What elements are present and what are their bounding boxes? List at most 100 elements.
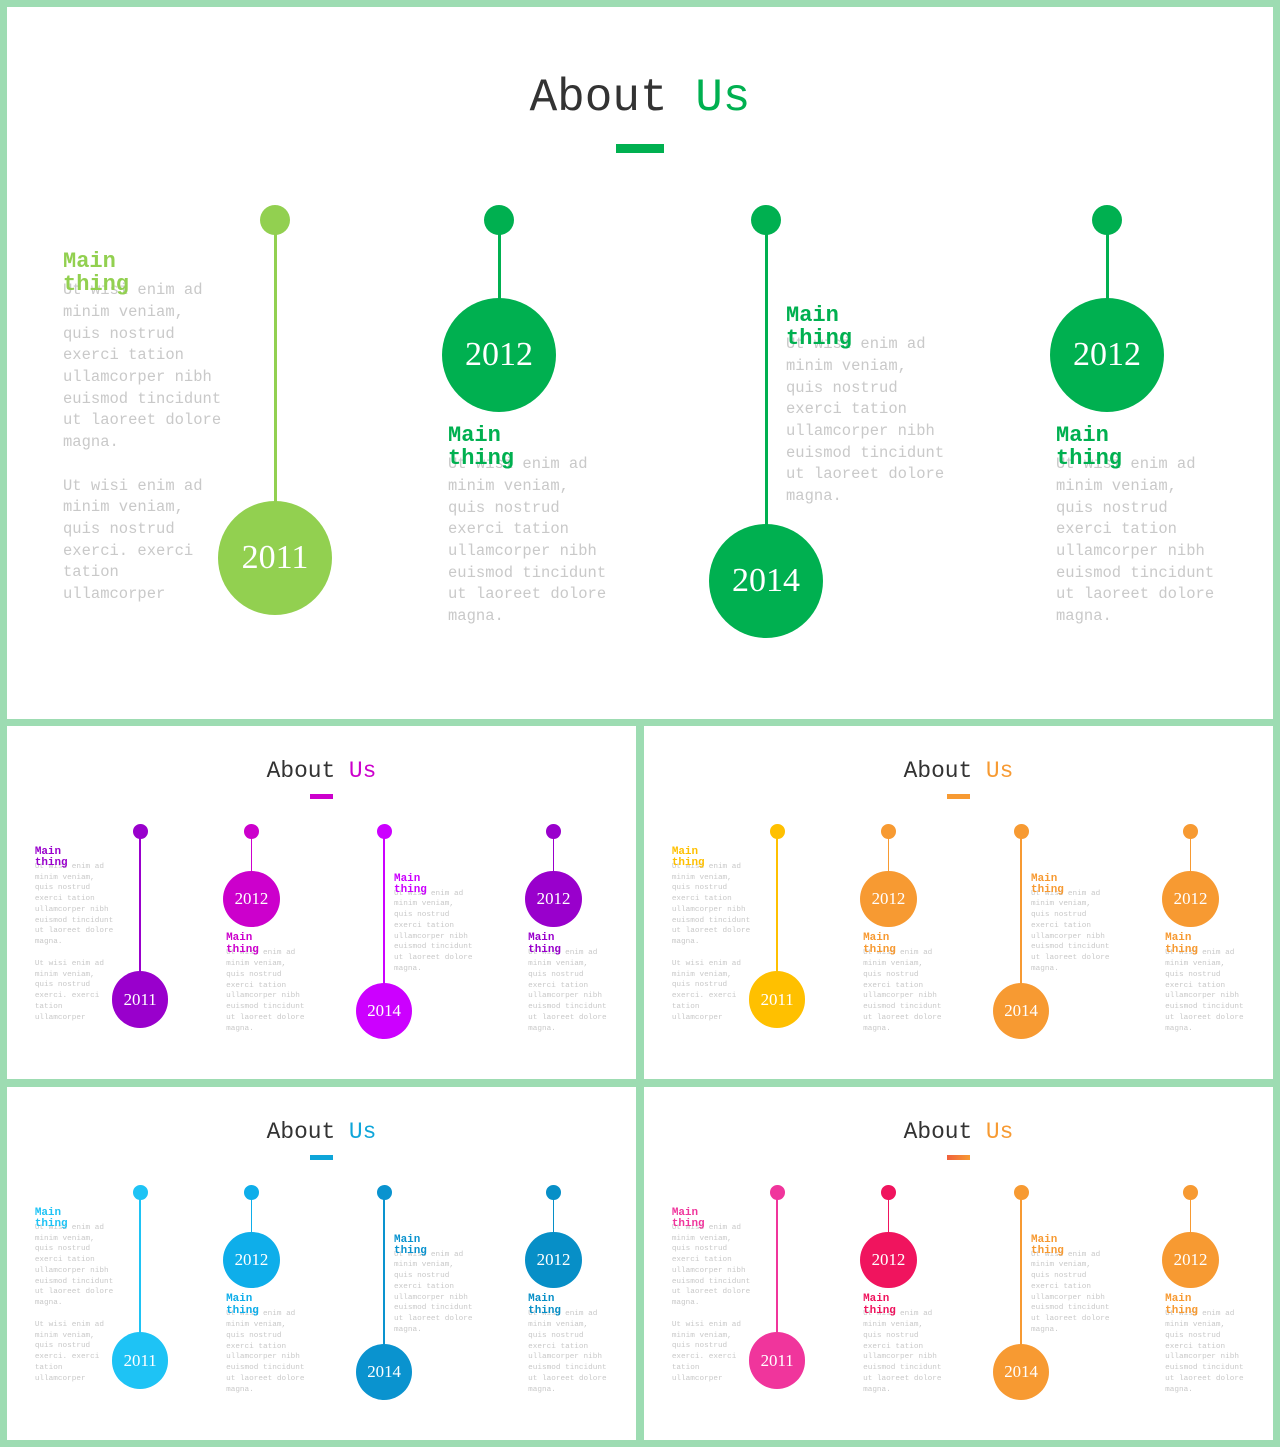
title-word: About <box>903 757 973 784</box>
item-heading: Main thing <box>226 1293 259 1317</box>
timeline-dot <box>769 824 785 840</box>
item-heading: Main thing <box>63 249 130 298</box>
item-description-extra: Ut wisi enim ad minim veniam, quis nostr… <box>34 959 105 1022</box>
timeline-text-block: Main thing Ut wisi enim ad minim veniam, … <box>394 872 476 975</box>
item-description-extra: Ut wisi enim ad minim veniam, quis nostr… <box>63 476 203 604</box>
item-heading: Main thing <box>448 423 515 472</box>
timeline-text-block: Main thing Ut wisi enim ad minim veniam, … <box>786 304 951 508</box>
year-circle: 2012 <box>1162 1231 1219 1289</box>
timeline-dot <box>546 824 561 840</box>
title-underline <box>946 1155 971 1160</box>
year-circle: 2011 <box>748 1332 806 1390</box>
item-heading: Main thing <box>34 1206 68 1231</box>
item-description: Ut wisi enim ad minim veniam, quis nostr… <box>528 949 607 1033</box>
item-description: Ut wisi enim ad minim veniam, quis nostr… <box>226 1310 305 1394</box>
timeline-text-block: Main thing Ut wisi enim ad minim veniam, … <box>671 1207 754 1385</box>
year-circle: 2012 <box>525 1231 582 1289</box>
item-heading: Main thing <box>394 1233 427 1258</box>
item-heading: Main thing <box>1165 932 1198 956</box>
timeline-dot <box>1183 1185 1198 1201</box>
item-description: Ut wisi enim ad minim veniam, quis nostr… <box>1031 889 1110 974</box>
slide-title: About Us <box>644 757 1273 784</box>
year-circle: 2014 <box>355 982 413 1040</box>
year-circle: 2012 <box>223 1231 280 1289</box>
timeline-dot <box>1013 824 1029 840</box>
year-circle: 2014 <box>355 1343 413 1401</box>
timeline-stem <box>250 831 253 899</box>
timeline-dot <box>243 824 259 840</box>
title-word: About <box>529 72 668 124</box>
item-description-extra: Ut wisi enim ad minim veniam, quis nostr… <box>34 1320 105 1383</box>
timeline-dot <box>1013 1185 1029 1201</box>
timeline-text-block: Main thing Ut wisi enim ad minim veniam, … <box>863 1293 945 1395</box>
year-circle: 2011 <box>111 971 169 1029</box>
item-heading: Main thing <box>671 845 705 870</box>
slide-title: About Us <box>7 1118 636 1145</box>
year-circle: 2012 <box>860 1231 917 1289</box>
item-description: Ut wisi enim ad minim veniam, quis nostr… <box>528 1310 607 1394</box>
slide-title: About Us <box>644 1118 1273 1145</box>
item-heading: Main thing <box>1031 1233 1064 1258</box>
year-circle: 2011 <box>218 501 332 615</box>
year-circle: 2014 <box>992 1343 1050 1401</box>
item-description: Ut wisi enim ad minim veniam, quis nostr… <box>63 281 222 452</box>
item-heading: Main thing <box>34 845 68 870</box>
item-heading: Main thing <box>1056 423 1123 472</box>
item-description: Ut wisi enim ad minim veniam, quis nostr… <box>671 862 751 947</box>
timeline-stem <box>139 831 141 1000</box>
timeline-stem <box>776 1192 778 1361</box>
title-underline <box>946 794 971 799</box>
timeline-text-block: Main thing Ut wisi enim ad minim veniam, … <box>448 424 613 628</box>
item-description: Ut wisi enim ad minim veniam, quis nostr… <box>786 335 945 506</box>
year-circle: 2012 <box>442 298 556 412</box>
timeline-text-block: Main thing Ut wisi enim ad minim veniam, … <box>63 250 228 606</box>
item-description: Ut wisi enim ad minim veniam, quis nostr… <box>226 949 305 1033</box>
year-circle: 2011 <box>748 971 806 1029</box>
timeline-text-block: Main thing Ut wisi enim ad minim veniam, … <box>1031 873 1113 975</box>
slide-3: About Us 2011 Main thing Ut wisi enim ad mi… <box>644 726 1273 1079</box>
title-word: About <box>266 1118 336 1145</box>
item-heading: Main thing <box>394 872 427 897</box>
timeline-stem <box>1189 831 1192 899</box>
timeline-text-block: Main thing Ut wisi enim ad minim veniam, … <box>1165 1293 1247 1395</box>
timeline-dot <box>769 1185 785 1201</box>
item-description: Ut wisi enim ad minim veniam, quis nostr… <box>394 889 473 974</box>
item-heading: Main thing <box>528 1293 561 1317</box>
timeline-stem <box>552 831 555 899</box>
item-heading: Main thing <box>863 1293 896 1317</box>
timeline-text-block: Main thing Ut wisi enim ad minim veniam, … <box>1031 1233 1113 1336</box>
timeline-dot <box>243 1185 259 1201</box>
item-description: Ut wisi enim ad minim veniam, quis nostr… <box>863 1310 942 1394</box>
timeline-text-block: Main thing Ut wisi enim ad minim veniam, … <box>226 1293 308 1395</box>
timeline-dot <box>751 205 781 235</box>
item-description-extra: Ut wisi enim ad minim veniam, quis nostr… <box>671 959 742 1022</box>
timeline-stem <box>1105 220 1109 355</box>
year-circle: 2012 <box>525 870 582 928</box>
item-heading: Main thing <box>226 932 259 956</box>
timeline-dot <box>1092 205 1122 235</box>
year-circle: 2012 <box>1162 870 1219 928</box>
item-description: Ut wisi enim ad minim veniam, quis nostr… <box>671 1223 751 1308</box>
timeline-stem <box>497 220 501 355</box>
timeline-dot <box>880 824 896 840</box>
timeline-text-block: Main thing Ut wisi enim ad minim veniam, … <box>528 932 610 1034</box>
timeline-dot <box>132 824 148 840</box>
timeline-text-block: Main thing Ut wisi enim ad minim veniam, … <box>671 845 754 1024</box>
slide-1: About Us 2011 Main thing Ut wisi enim ad mi… <box>7 7 1273 719</box>
timeline-dot <box>260 205 290 235</box>
timeline-dot <box>376 824 392 840</box>
timeline-dot <box>132 1185 148 1201</box>
item-description: Ut wisi enim ad minim veniam, quis nostr… <box>394 1250 473 1335</box>
title-accent-word: Us <box>985 757 1014 784</box>
slide-2: About Us 2011 Main thing Ut wisi enim ad mi… <box>7 726 636 1079</box>
title-word: About <box>266 757 336 784</box>
timeline-text-block: Main thing Ut wisi enim ad minim veniam, … <box>34 1206 117 1385</box>
year-circle: 2014 <box>992 982 1050 1040</box>
timeline-dot <box>546 1185 561 1201</box>
timeline-dot <box>1183 824 1198 840</box>
year-circle: 2012 <box>860 870 917 928</box>
item-heading: Main thing <box>1165 1293 1198 1317</box>
title-accent-word: Us <box>985 1118 1014 1145</box>
timeline-dot <box>484 205 514 235</box>
title-accent-word: Us <box>348 1118 377 1145</box>
